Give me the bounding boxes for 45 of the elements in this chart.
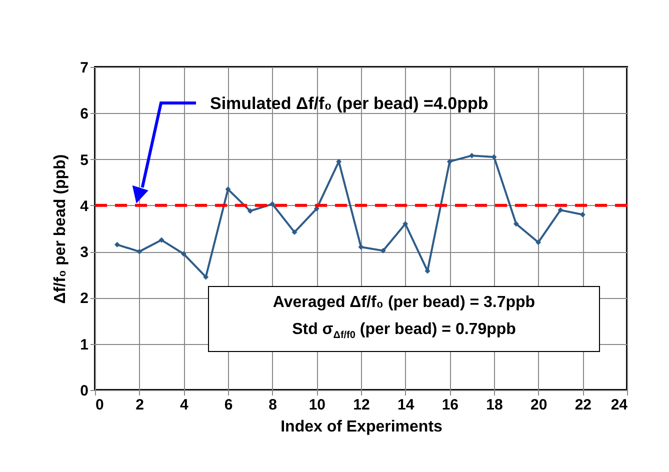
y-tick-label: 7 [80, 60, 88, 76]
point [292, 229, 298, 235]
point [136, 248, 142, 254]
x-tick-label: 8 [268, 396, 278, 414]
y-axis-title: Δf/f₀ per bead (ppb) [52, 154, 70, 304]
x-tick-label: 0 [96, 396, 104, 414]
point [158, 237, 164, 243]
point [180, 251, 186, 257]
y-tick-label: 3 [80, 244, 88, 262]
point [225, 186, 231, 192]
x-tick-label: 10 [308, 396, 326, 414]
x-tick-label: 20 [530, 396, 548, 414]
y-tick-label: 6 [80, 106, 88, 123]
x-tick-label: 14 [397, 396, 415, 414]
point [536, 240, 542, 246]
point [491, 154, 497, 160]
point [446, 158, 452, 164]
x-tick-label: 12 [353, 396, 370, 414]
y-tick-label: 4 [80, 198, 90, 215]
annotation: Simulated Δf/f₀ (per bead) =4.0ppb [210, 94, 488, 113]
point [270, 201, 276, 207]
point [513, 221, 519, 227]
point [358, 244, 364, 250]
x-tick-label: 6 [224, 396, 233, 414]
x-tick-label: 4 [180, 396, 189, 414]
point [114, 242, 120, 248]
y-tick-label: 0 [80, 382, 88, 400]
x-tick-label: 16 [442, 396, 459, 414]
point [203, 274, 209, 280]
annotation: Std σ$_{Δf/f0}$ (per bead) = 0.79ppb [291, 320, 517, 344]
y-tick-label: 1 [80, 336, 88, 354]
x-tick-label: 2 [136, 396, 144, 414]
x-tick-label: 18 [486, 396, 503, 414]
x-tick-label: 24 [610, 396, 628, 414]
annotation: Averaged Δf/f₀ (per bead) = 3.7ppb [272, 293, 536, 313]
x-axis-title: Index of Experiments [280, 418, 443, 436]
point [558, 207, 564, 213]
point [247, 208, 253, 214]
y-tick-label: 5 [80, 152, 88, 169]
point [580, 212, 586, 218]
text-box: Averaged Δf/f₀ (per bead) = 3.7ppb Std σ$_{Δf/f0}$ (per bead) = 0.79ppb [208, 286, 600, 352]
point [402, 221, 408, 227]
point [380, 248, 386, 254]
y-tick-label: 2 [80, 290, 88, 308]
x-tick-label: 22 [574, 396, 592, 414]
